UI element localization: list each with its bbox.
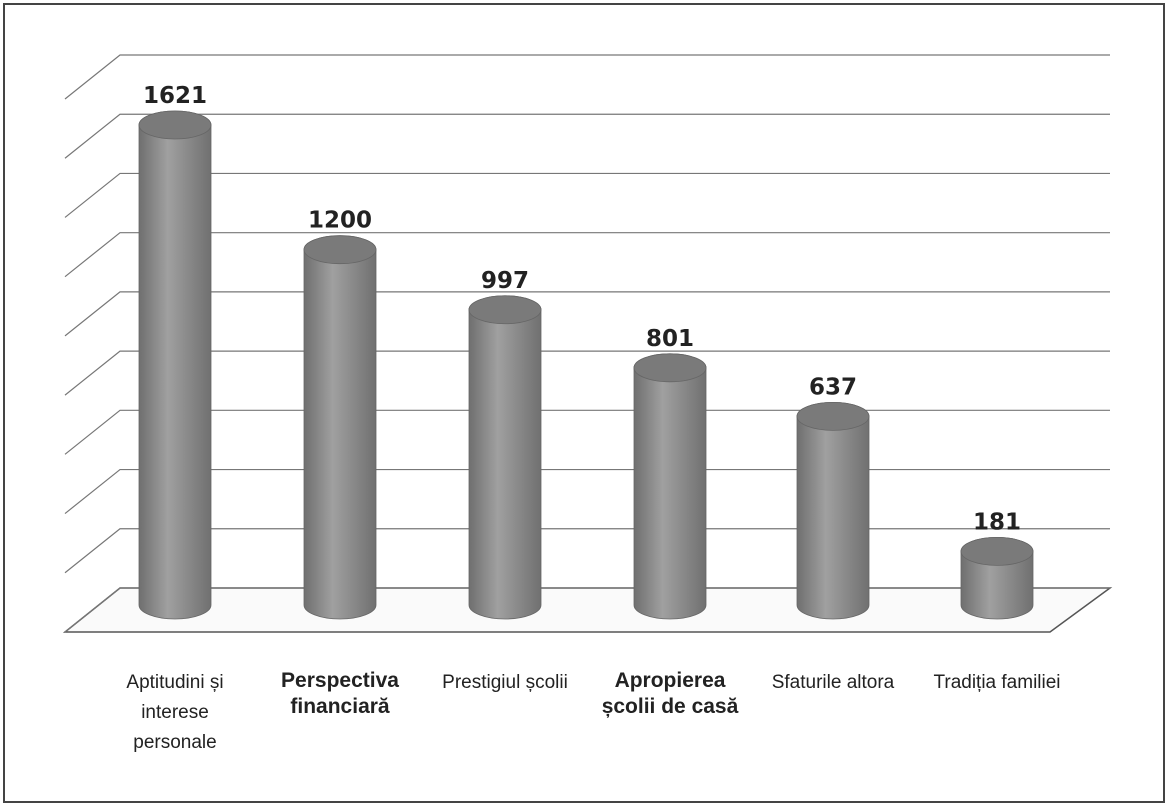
x-tick-label: Apropierea școlii de casă bbox=[601, 669, 739, 718]
value-label: 997 bbox=[481, 268, 529, 294]
grid-line bbox=[64, 54, 1110, 100]
grid-line bbox=[64, 528, 1110, 574]
bar bbox=[303, 235, 377, 620]
value-label: 801 bbox=[646, 326, 694, 352]
bar bbox=[633, 353, 707, 620]
value-label: 637 bbox=[809, 374, 857, 400]
grid-line bbox=[64, 291, 1110, 337]
grid-line bbox=[64, 232, 1110, 278]
floor bbox=[62, 587, 1113, 633]
x-tick-label: Tradiția familiei bbox=[933, 672, 1061, 693]
bar-top bbox=[796, 401, 870, 431]
value-label: 1621 bbox=[143, 83, 207, 109]
grid-line bbox=[64, 468, 1110, 515]
x-tick-label: Sfaturile altora bbox=[771, 672, 895, 693]
grid-line bbox=[64, 113, 1110, 159]
grid-line bbox=[64, 587, 1110, 633]
grid-line bbox=[64, 172, 1110, 218]
value-label: 1200 bbox=[308, 208, 372, 234]
bar-top bbox=[633, 353, 707, 383]
grid-line bbox=[64, 350, 1110, 396]
grid-line bbox=[64, 409, 1110, 455]
bar-top bbox=[138, 110, 212, 140]
bar-top bbox=[960, 537, 1034, 566]
bar bbox=[468, 295, 542, 620]
x-tick-label: Prestigiul școlii bbox=[442, 672, 568, 693]
x-tick-label: Aptitudini și interese personale bbox=[126, 672, 224, 753]
bar bbox=[138, 110, 212, 620]
frame bbox=[3, 3, 1165, 803]
bar-top bbox=[468, 295, 542, 325]
bar-top bbox=[303, 235, 377, 265]
value-label: 181 bbox=[973, 509, 1021, 535]
x-tick-label: Perspectiva financiară bbox=[281, 669, 399, 718]
bar bbox=[796, 402, 870, 620]
